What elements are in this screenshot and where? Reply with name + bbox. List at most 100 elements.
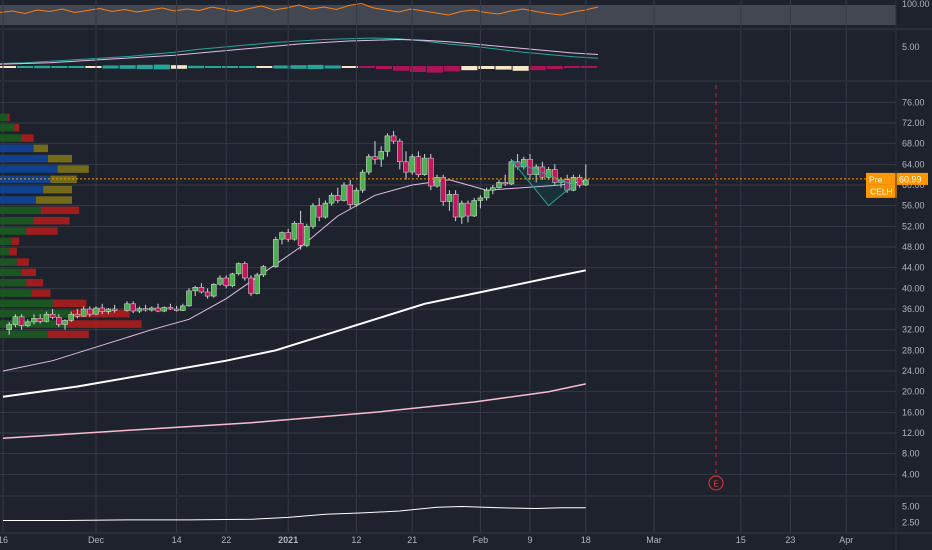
candle-body [576, 177, 583, 186]
candle-body [43, 313, 50, 322]
indicator-axis: 5.00 2.50 [902, 502, 920, 528]
candle-body [508, 161, 515, 185]
candle-body [254, 274, 260, 294]
volume-profile-up-bar [0, 289, 32, 297]
indicator-line-path [3, 505, 586, 521]
macd-line [0, 37, 599, 64]
rsi-line [0, 2, 599, 16]
volume-profile-down-bar [48, 154, 72, 163]
candle-body [211, 283, 217, 297]
candle-body [37, 318, 43, 322]
macd-histogram-bar [51, 66, 68, 68]
candle-body [384, 135, 391, 152]
candle-body [186, 290, 192, 307]
macd-histogram [0, 64, 597, 73]
candle-body [353, 189, 360, 205]
candle-body [229, 273, 236, 287]
volume-profile-down-bar [31, 289, 51, 297]
candle-body [155, 307, 161, 312]
candle-body [99, 307, 105, 312]
volume-profile-up-bar [0, 278, 27, 287]
candle-body [31, 318, 37, 323]
candle-body [291, 222, 298, 240]
candle-body [297, 222, 304, 246]
time-tick-label: 9 [527, 535, 532, 545]
time-tick-label: 21 [407, 535, 417, 545]
candle-body [428, 157, 434, 187]
volume-profile-up-bar [0, 165, 58, 173]
candle-body [173, 308, 180, 311]
volume-profile-down-bar [21, 268, 36, 277]
price-pane[interactable]: 76.00 72.00 68.00 64.00 60.00 56.00 52.00 48.00… [0, 0, 928, 532]
volume-profile-up-bar [0, 258, 17, 266]
candle-body [521, 158, 527, 168]
time-tick-label: Feb [473, 535, 489, 545]
candle-body [378, 151, 384, 160]
macd-histogram-bar [324, 65, 341, 69]
candle-body [167, 307, 174, 310]
earnings-marker[interactable]: E [708, 475, 724, 491]
macd-histogram-bar [444, 66, 461, 72]
macd-pane[interactable]: 5.00 [0, 37, 920, 73]
candle-body [68, 313, 74, 321]
rsi-line-path [0, 2, 599, 16]
candle-body [359, 171, 366, 191]
macd-histogram-bar [393, 66, 410, 71]
candle-body [434, 177, 440, 187]
macd-histogram-bar [461, 66, 478, 71]
time-tick-label: 12 [351, 535, 361, 545]
volume-profile-down-bar [16, 258, 29, 266]
time-tick-label: 2021 [278, 535, 298, 545]
macd-histogram-bar [529, 66, 546, 71]
candle-body [111, 308, 118, 311]
price-tick-label: 40.00 [902, 283, 925, 293]
volume-profile-up-bar [0, 247, 10, 256]
macd-histogram-bar [563, 66, 580, 68]
candlesticks [6, 130, 589, 335]
macd-histogram-bar [136, 64, 153, 70]
candle-body [465, 202, 471, 217]
candle-body [161, 307, 167, 312]
time-tick-label: 16 [0, 535, 8, 545]
volume-profile-down-bar [14, 123, 20, 132]
macd-histogram-bar [85, 66, 102, 68]
candle-body [310, 205, 316, 227]
macd-histogram-bar [170, 65, 187, 69]
macd-histogram-bar [358, 66, 375, 68]
macd-histogram-bar [341, 66, 358, 68]
volume-profile-down-bar [7, 113, 10, 122]
candle-body [421, 157, 428, 175]
pre-price-label [866, 172, 928, 185]
earnings-icon[interactable] [708, 475, 724, 491]
rsi-pane[interactable]: 100.00 [0, 0, 930, 25]
macd-histogram-bar [427, 66, 444, 73]
time-axis[interactable]: 16 Dec 14 22 2021 12 21 Feb 9 18 Mar 15 23 Apr [0, 535, 853, 545]
candle-body [260, 266, 267, 276]
candle-body [496, 182, 502, 188]
candle-body [223, 277, 229, 287]
macd-histogram-bar [17, 66, 34, 68]
candle-body [452, 194, 459, 218]
candle-body [142, 308, 149, 311]
macd-signal-line [0, 38, 599, 65]
candle-body [248, 277, 254, 294]
candle-body [149, 307, 155, 311]
price-tick-label: 60.00 [902, 180, 925, 190]
candle-body [583, 179, 589, 186]
drawings[interactable] [0, 85, 896, 478]
candle-body [192, 287, 198, 292]
indicator-pane[interactable]: 5.00 2.50 [3, 502, 920, 528]
price-tick-label: 8.00 [902, 449, 920, 459]
volume-profile-down-bar [12, 237, 20, 246]
candle-body [552, 169, 558, 183]
macd-histogram-bar [102, 65, 119, 69]
candle-body [415, 156, 422, 175]
sma200-line [2, 383, 586, 439]
macd-histogram-bar [580, 66, 597, 68]
price-tick-label: 56.00 [902, 201, 925, 211]
price-axis[interactable]: 76.00 72.00 68.00 64.00 60.00 56.00 52.00 48.00… [902, 97, 925, 479]
